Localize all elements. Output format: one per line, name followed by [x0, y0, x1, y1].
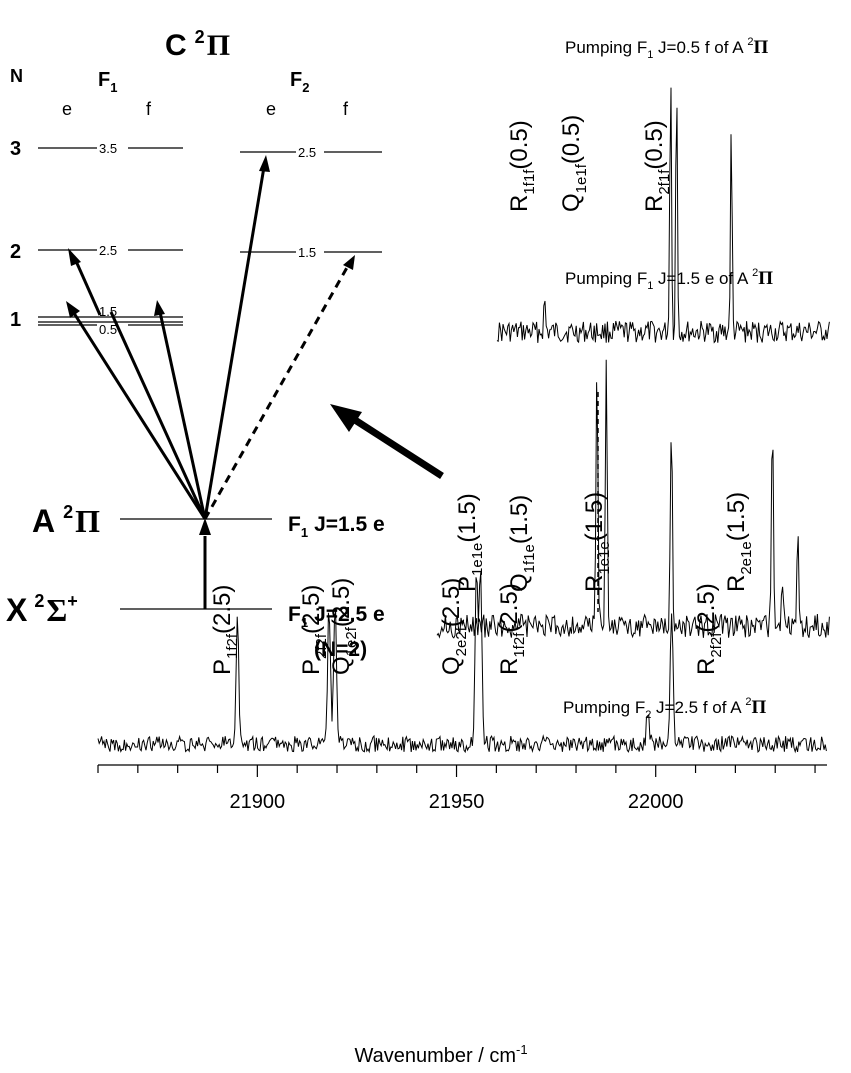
spectrum-trace-1: [496, 87, 830, 344]
n-value-3: 3: [10, 138, 21, 160]
peak-label-3-6: R2f2f(2.5): [693, 583, 725, 675]
spectrum-panel-3: P1f2f(2.5) P2f2f(2.5)Q1e2f(2.5) Q2e2f(2.5)…: [97, 572, 827, 754]
level-lines: [38, 147, 382, 610]
peak-label-3-4: Q2e2f(2.5): [438, 578, 470, 675]
j-label-f2-2-5: 2.5: [298, 145, 316, 160]
peak-label-3-2: P2f2f(2.5): [298, 585, 330, 675]
transition-arrows: [70, 166, 444, 609]
n-header: N: [10, 66, 23, 86]
a-state-j-label: F1 J=1.5 e: [288, 513, 385, 540]
n-value-2: 2: [10, 241, 21, 263]
panel-1-title: Pumping F1 J=0.5 f of A 2Π: [565, 36, 769, 61]
peak-label-3-5: R1f2f(2.5): [496, 583, 528, 675]
x-state-label: X 2Σ+: [6, 591, 78, 628]
panel-3-title: Pumping F2 J=2.5 f of A 2Π: [563, 696, 767, 721]
j-label-f2-1-5: 1.5: [298, 245, 316, 260]
x-state-j-label: F1 J=2.5 e: [288, 603, 385, 630]
x-tick-label: 21950: [429, 791, 485, 813]
spectrum-panel-1: R1f1f(0.5) Q1e1f(0.5) R2f1f(0.5): [496, 87, 830, 344]
n-value-1: 1: [10, 309, 21, 331]
x-tick-label: 22000: [628, 791, 684, 813]
x-axis-label: Wavenumber / cm-1: [354, 1042, 527, 1067]
peak-label-3-3: Q1e2f(2.5): [328, 578, 360, 675]
f2-label: F2: [290, 69, 309, 95]
spectrum-trace-2: [436, 359, 830, 639]
f-header-f1: f: [146, 99, 152, 119]
peak-label-3-1: P1f2f(2.5): [209, 585, 241, 675]
energy-level-diagram: C 2Π F1 F2 N e f e f 3 2 1 3.5 2.5 1.5 0.…: [6, 27, 444, 661]
x-tick-label: 21900: [230, 791, 286, 813]
peak-label-1-2: Q1e1f(0.5): [558, 115, 590, 212]
upper-state-label: C 2Π: [165, 27, 230, 62]
j-label-2-5: 2.5: [99, 243, 117, 258]
e-header-f2: e: [266, 99, 276, 119]
e-header-f1: e: [62, 99, 72, 119]
f-header-f2: f: [343, 99, 349, 119]
peak-label-2-2: Q1f1e(1.5): [506, 495, 538, 592]
spectrum-trace-3: [97, 572, 827, 754]
arrow-heads: [66, 155, 362, 535]
peak-label-2-1: P1e1e(1.5): [454, 493, 486, 592]
a-state-label: A 2Π: [32, 502, 100, 539]
f1-label: F1: [98, 69, 117, 95]
x-axis: 21900 21950 22000: [97, 764, 827, 813]
spectrum-panel-2: P1e1e(1.5) Q1f1e(1.5) R1e1e(1.5) R2e1e(1.5): [436, 359, 830, 639]
peak-label-2-3: R1e1e(1.5): [581, 492, 613, 592]
j-label-0-5: 0.5: [99, 322, 117, 337]
peak-label-1-3: R2f1f(0.5): [641, 120, 673, 212]
peak-label-2-4: R2e1e(1.5): [723, 492, 755, 592]
panel-2-title: Pumping F1 J=1.5 e of A 2Π: [565, 267, 773, 292]
peak-label-1-1: R1f1f(0.5): [506, 120, 538, 212]
j-label-3-5: 3.5: [99, 141, 117, 156]
